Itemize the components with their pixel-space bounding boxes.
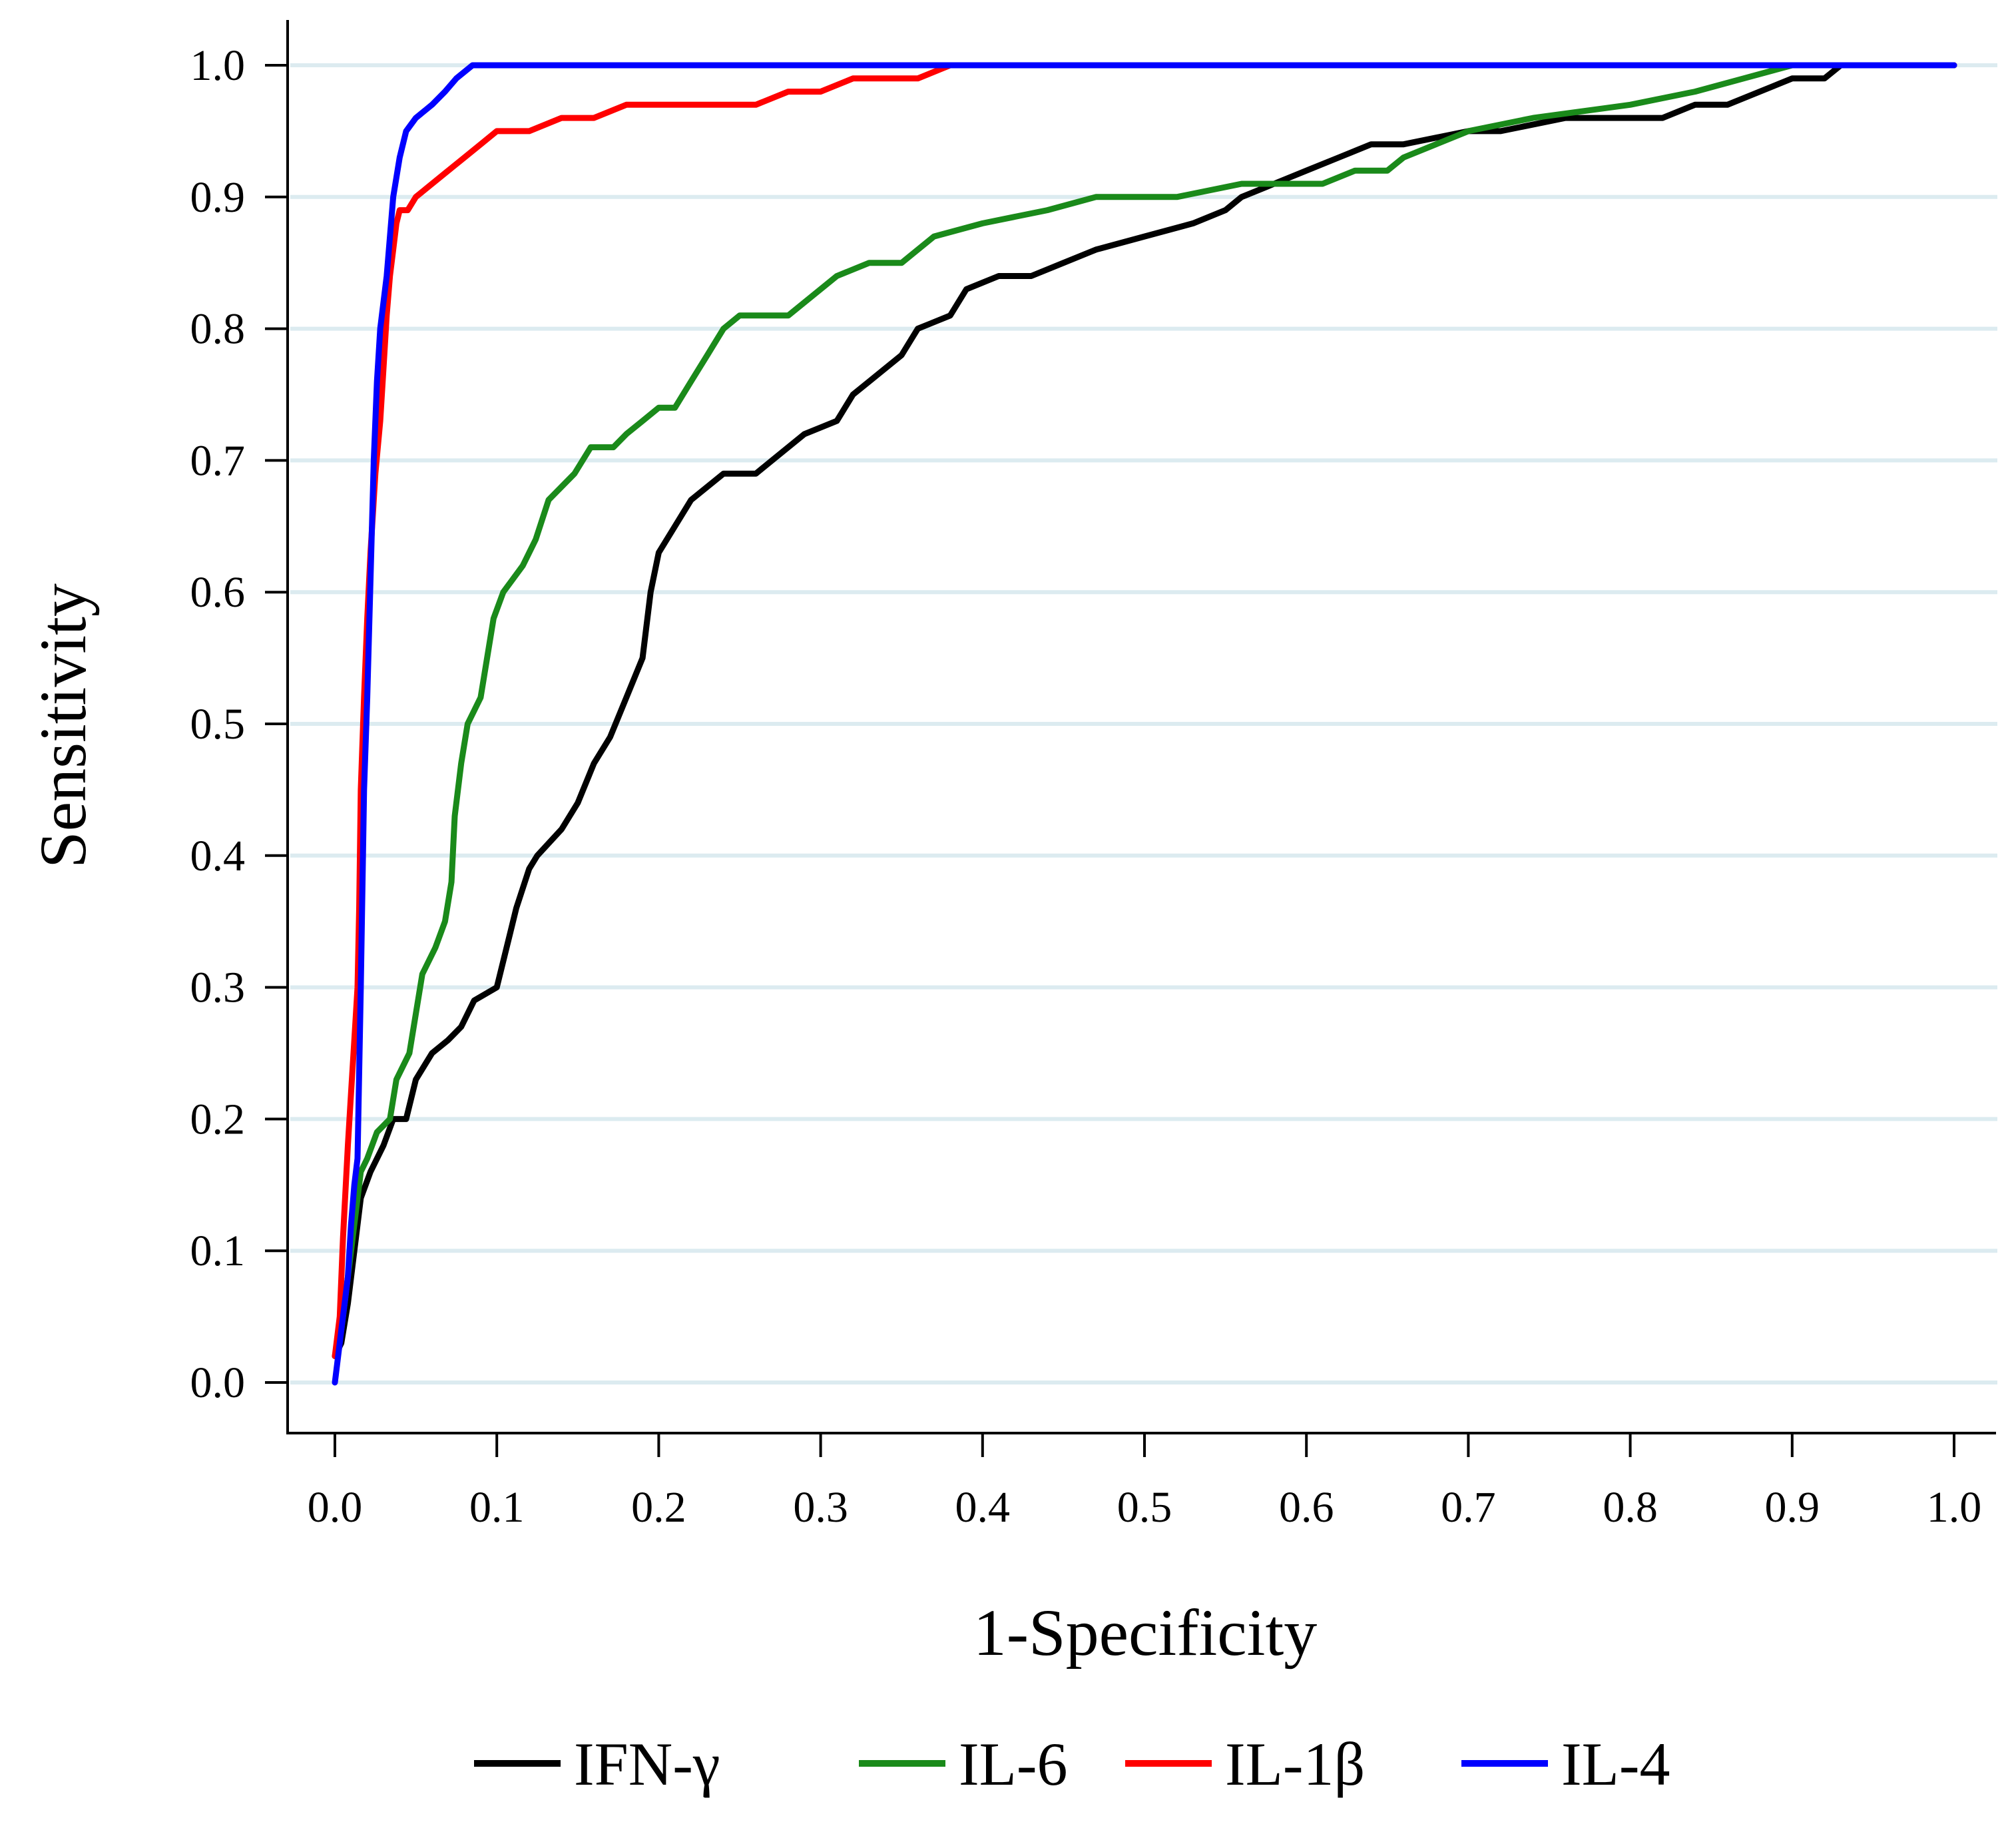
- x-tick-label-3: 0.3: [793, 1483, 848, 1532]
- x-tick-label-8: 0.8: [1603, 1483, 1658, 1532]
- legend-label-il-6: IL-6: [959, 1730, 1067, 1798]
- x-tick-label-4: 0.4: [955, 1483, 1011, 1532]
- series-lines: [332, 62, 1957, 1386]
- y-tick-label-2: 0.2: [190, 1095, 246, 1143]
- x-tick-label-2: 0.2: [631, 1483, 686, 1532]
- y-tick-label-7: 0.7: [190, 436, 246, 485]
- series-line-il-6: [332, 62, 1957, 1359]
- y-tick-label-5: 0.5: [190, 700, 246, 749]
- x-tick-label-9: 0.9: [1765, 1483, 1820, 1532]
- x-tick-label-6: 0.6: [1279, 1483, 1334, 1532]
- y-tick-label-8: 0.8: [190, 305, 246, 354]
- axes: [286, 20, 1996, 1434]
- x-tick-label-5: 0.5: [1117, 1483, 1172, 1532]
- x-tick-label-10: 1.0: [1927, 1483, 1982, 1532]
- x-axis-title: 1-Specificity: [973, 1596, 1318, 1670]
- legend-label-il-1: IL-1β: [1225, 1730, 1365, 1798]
- y-tick-label-3: 0.3: [190, 964, 246, 1012]
- x-tick-label-0: 0.0: [308, 1483, 363, 1532]
- x-tick-label-1: 0.1: [469, 1483, 525, 1532]
- y-tick-label-10: 1.0: [190, 41, 246, 90]
- y-tick-label-0: 0.0: [190, 1359, 246, 1407]
- y-tick-label-9: 0.9: [190, 173, 246, 222]
- y-tick-label-6: 0.6: [190, 568, 246, 617]
- x-tick-label-7: 0.7: [1441, 1483, 1496, 1532]
- y-axis-title: Sensitivity: [26, 583, 100, 868]
- y-ticks: 0.0 0.1 0.2 0.3 0.4 0.5 0.6 0.7 0.8 0.9 1.0: [190, 41, 288, 1407]
- legend: IFN-γ IL-6 IL-1β IL-4: [474, 1730, 1670, 1798]
- series-line-il-4: [332, 62, 1957, 1386]
- legend-label-il-4: IL-4: [1561, 1730, 1670, 1798]
- legend-label-ifn: IFN-γ: [574, 1730, 720, 1798]
- series-line-il-1: [332, 62, 1957, 1359]
- y-tick-label-4: 0.4: [190, 832, 246, 880]
- y-tick-label-1: 0.1: [190, 1227, 246, 1275]
- x-ticks: 0.0 0.1 0.2 0.3 0.4 0.5 0.6 0.7 0.8 0.9 1.0: [308, 1433, 1982, 1532]
